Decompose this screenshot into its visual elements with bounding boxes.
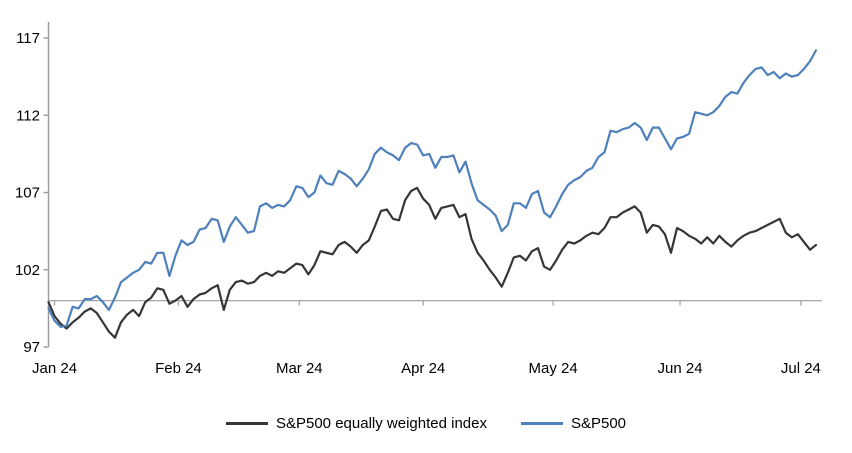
legend-label-sp500: S&P500 [570,414,627,432]
x-axis-label: Mar 24 [276,360,323,377]
x-axis-label: Jul 24 [781,360,821,377]
x-axis-label: Jan 24 [32,360,77,377]
x-axis-label: May 24 [529,360,578,377]
x-axis-label: Feb 24 [155,360,202,377]
legend-item-equal-weight: S&P500 equally weighted index [225,414,487,432]
sp500-equal-weight-line [47,186,818,339]
legend-label-equal-weight: S&P500 equally weighted index [275,414,487,432]
legend-swatch-equal-weight [225,421,268,425]
price-chart-canvas: Jan 24 Feb 24 Mar 24 Apr 24 May 24 Jun 24 Jul … [15,22,822,377]
x-axis-label: Jun 24 [658,360,703,377]
y-axis-label: 117 [16,30,40,47]
sp500-line [47,49,818,328]
legend-item-sp500: S&P500 [520,414,627,432]
y-axis-label: 107 [15,185,40,202]
y-axis-label: 97 [23,339,40,356]
y-axis-label: 102 [15,262,40,279]
x-axis-label: Apr 24 [401,360,445,377]
legend-swatch-sp500 [520,421,563,425]
y-axis-label: 112 [16,107,40,124]
chart-legend: S&P500 equally weighted index S&P500 [0,406,852,440]
